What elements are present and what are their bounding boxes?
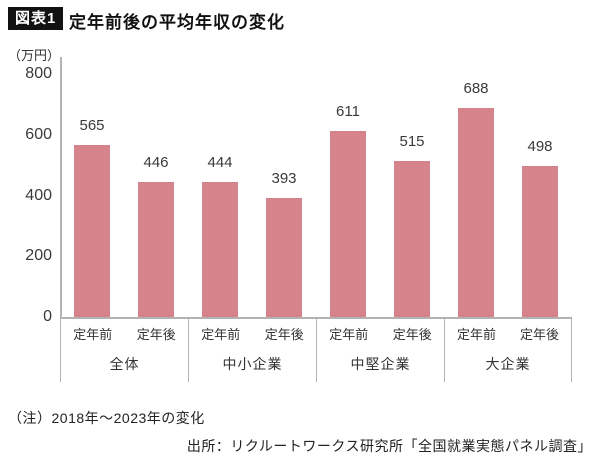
- bar: [522, 166, 558, 317]
- y-axis-unit-label: （万円）: [8, 48, 61, 63]
- y-tick-label: 200: [25, 247, 52, 265]
- figure-badge: 図表1: [8, 7, 64, 30]
- bar: [202, 182, 238, 317]
- bar-value-label: 444: [207, 154, 233, 171]
- y-tick-label: 800: [25, 65, 52, 82]
- bar-value-label: 565: [79, 117, 105, 134]
- x-axis-sub-labels: 定年前 定年後: [189, 324, 316, 343]
- bar: [394, 161, 430, 317]
- x-axis-sub-labels: 定年前 定年後: [445, 324, 571, 343]
- bar: [74, 145, 110, 317]
- x-axis-sub-label: 定年前: [456, 327, 496, 342]
- bar: [138, 182, 174, 317]
- x-axis-sub-label: 定年前: [201, 327, 241, 342]
- x-axis-group-label: 中堅企業: [350, 356, 411, 372]
- bar-value-label: 611: [336, 103, 360, 120]
- chart-note: （注）2018年～2023年の変化: [8, 410, 205, 426]
- chart-title: 定年前後の平均年収の変化: [69, 13, 285, 32]
- chart-source: 出所：リクルートワークス研究所「全国就業実態パネル調査」: [186, 438, 592, 454]
- x-axis-group-label: 中小企業: [222, 356, 283, 372]
- bar-value-label: 498: [527, 138, 553, 155]
- x-axis-group-cell: 定年前 定年後中堅企業: [316, 318, 444, 382]
- y-tick-label: 400: [25, 186, 52, 204]
- x-axis-group-label: 大企業: [485, 356, 531, 372]
- bar-value-label: 688: [463, 80, 489, 97]
- bar-value-label: 393: [271, 170, 297, 187]
- x-axis-sub-label: 定年前: [73, 327, 113, 342]
- x-axis-sub-labels: 定年前 定年後: [61, 324, 188, 343]
- bar-value-label: 515: [399, 133, 425, 150]
- y-axis-line: [60, 57, 62, 317]
- x-axis-group-label: 全体: [109, 356, 140, 372]
- y-tick-label: 600: [25, 125, 52, 143]
- bar: [458, 108, 494, 317]
- bar-value-label: 446: [143, 154, 169, 171]
- x-axis-sub-label: 定年前: [329, 327, 369, 342]
- x-axis-sub-label: 定年後: [392, 327, 432, 342]
- x-axis-sub-label: 定年後: [136, 327, 176, 342]
- x-axis-sub-label: 定年後: [519, 327, 559, 342]
- x-axis-sub-label: 定年後: [264, 327, 304, 342]
- x-axis-group-cell: 定年前 定年後全体: [60, 318, 188, 382]
- bar: [330, 131, 366, 317]
- y-tick-label: 0: [43, 308, 52, 325]
- bar: [266, 198, 302, 317]
- x-axis-group-cell: 定年前 定年後中小企業: [188, 318, 316, 382]
- x-axis-group-cell: 定年前 定年後大企業: [444, 318, 572, 382]
- x-axis-sub-labels: 定年前 定年後: [317, 324, 444, 343]
